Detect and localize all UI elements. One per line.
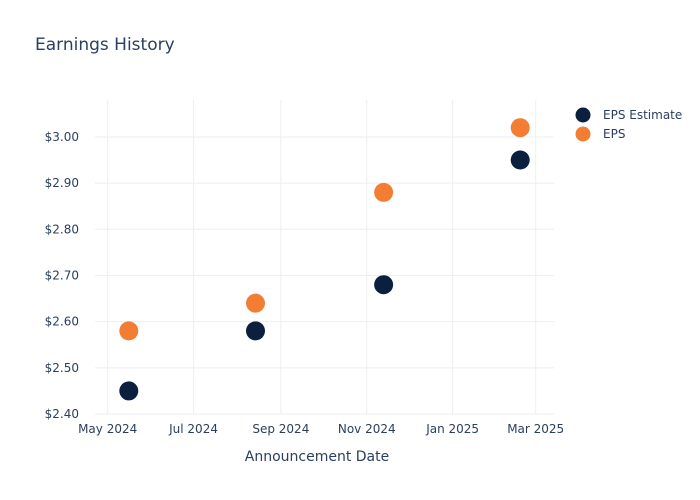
eps-point[interactable] xyxy=(510,118,530,138)
data-points xyxy=(119,118,530,401)
x-tick-label: Sep 2024 xyxy=(252,422,309,436)
y-tick-label: $2.80 xyxy=(45,222,79,236)
legend[interactable]: EPS Estimate EPS xyxy=(575,107,683,142)
eps-estimate-point[interactable] xyxy=(119,381,139,401)
eps-point[interactable] xyxy=(119,321,139,341)
eps-estimate-point[interactable] xyxy=(374,275,394,295)
legend-label[interactable]: EPS xyxy=(603,127,625,141)
eps-estimate-point[interactable] xyxy=(510,150,530,170)
chart-title: Earnings History xyxy=(35,35,175,55)
grid-lines xyxy=(95,100,554,415)
legend-marker[interactable] xyxy=(575,107,591,123)
y-tick-label: $3.00 xyxy=(45,130,79,144)
y-tick-label: $2.50 xyxy=(45,361,79,375)
x-tick-label: May 2024 xyxy=(78,422,137,436)
legend-label[interactable]: EPS Estimate xyxy=(603,108,682,122)
y-tick-label: $2.70 xyxy=(45,268,79,282)
x-tick-label: Jul 2024 xyxy=(168,422,218,436)
y-tick-label: $2.90 xyxy=(45,176,79,190)
y-tick-label: $2.60 xyxy=(45,315,79,329)
eps-estimate-point[interactable] xyxy=(246,321,266,341)
x-tick-label: Jan 2025 xyxy=(425,422,479,436)
legend-marker[interactable] xyxy=(575,126,591,142)
x-axis-ticks: May 2024 Jul 2024 Sep 2024 Nov 2024 Jan 2025… xyxy=(78,422,564,436)
y-tick-label: $2.40 xyxy=(45,407,79,421)
eps-point[interactable] xyxy=(374,182,394,202)
x-axis-title: Announcement Date xyxy=(245,449,389,465)
eps-point[interactable] xyxy=(246,293,266,313)
x-tick-label: Mar 2025 xyxy=(507,422,564,436)
x-tick-label: Nov 2024 xyxy=(338,422,396,436)
y-axis-ticks: $2.40 $2.50 $2.60 $2.70 $2.80 $2.90 $3.00 xyxy=(45,130,79,421)
